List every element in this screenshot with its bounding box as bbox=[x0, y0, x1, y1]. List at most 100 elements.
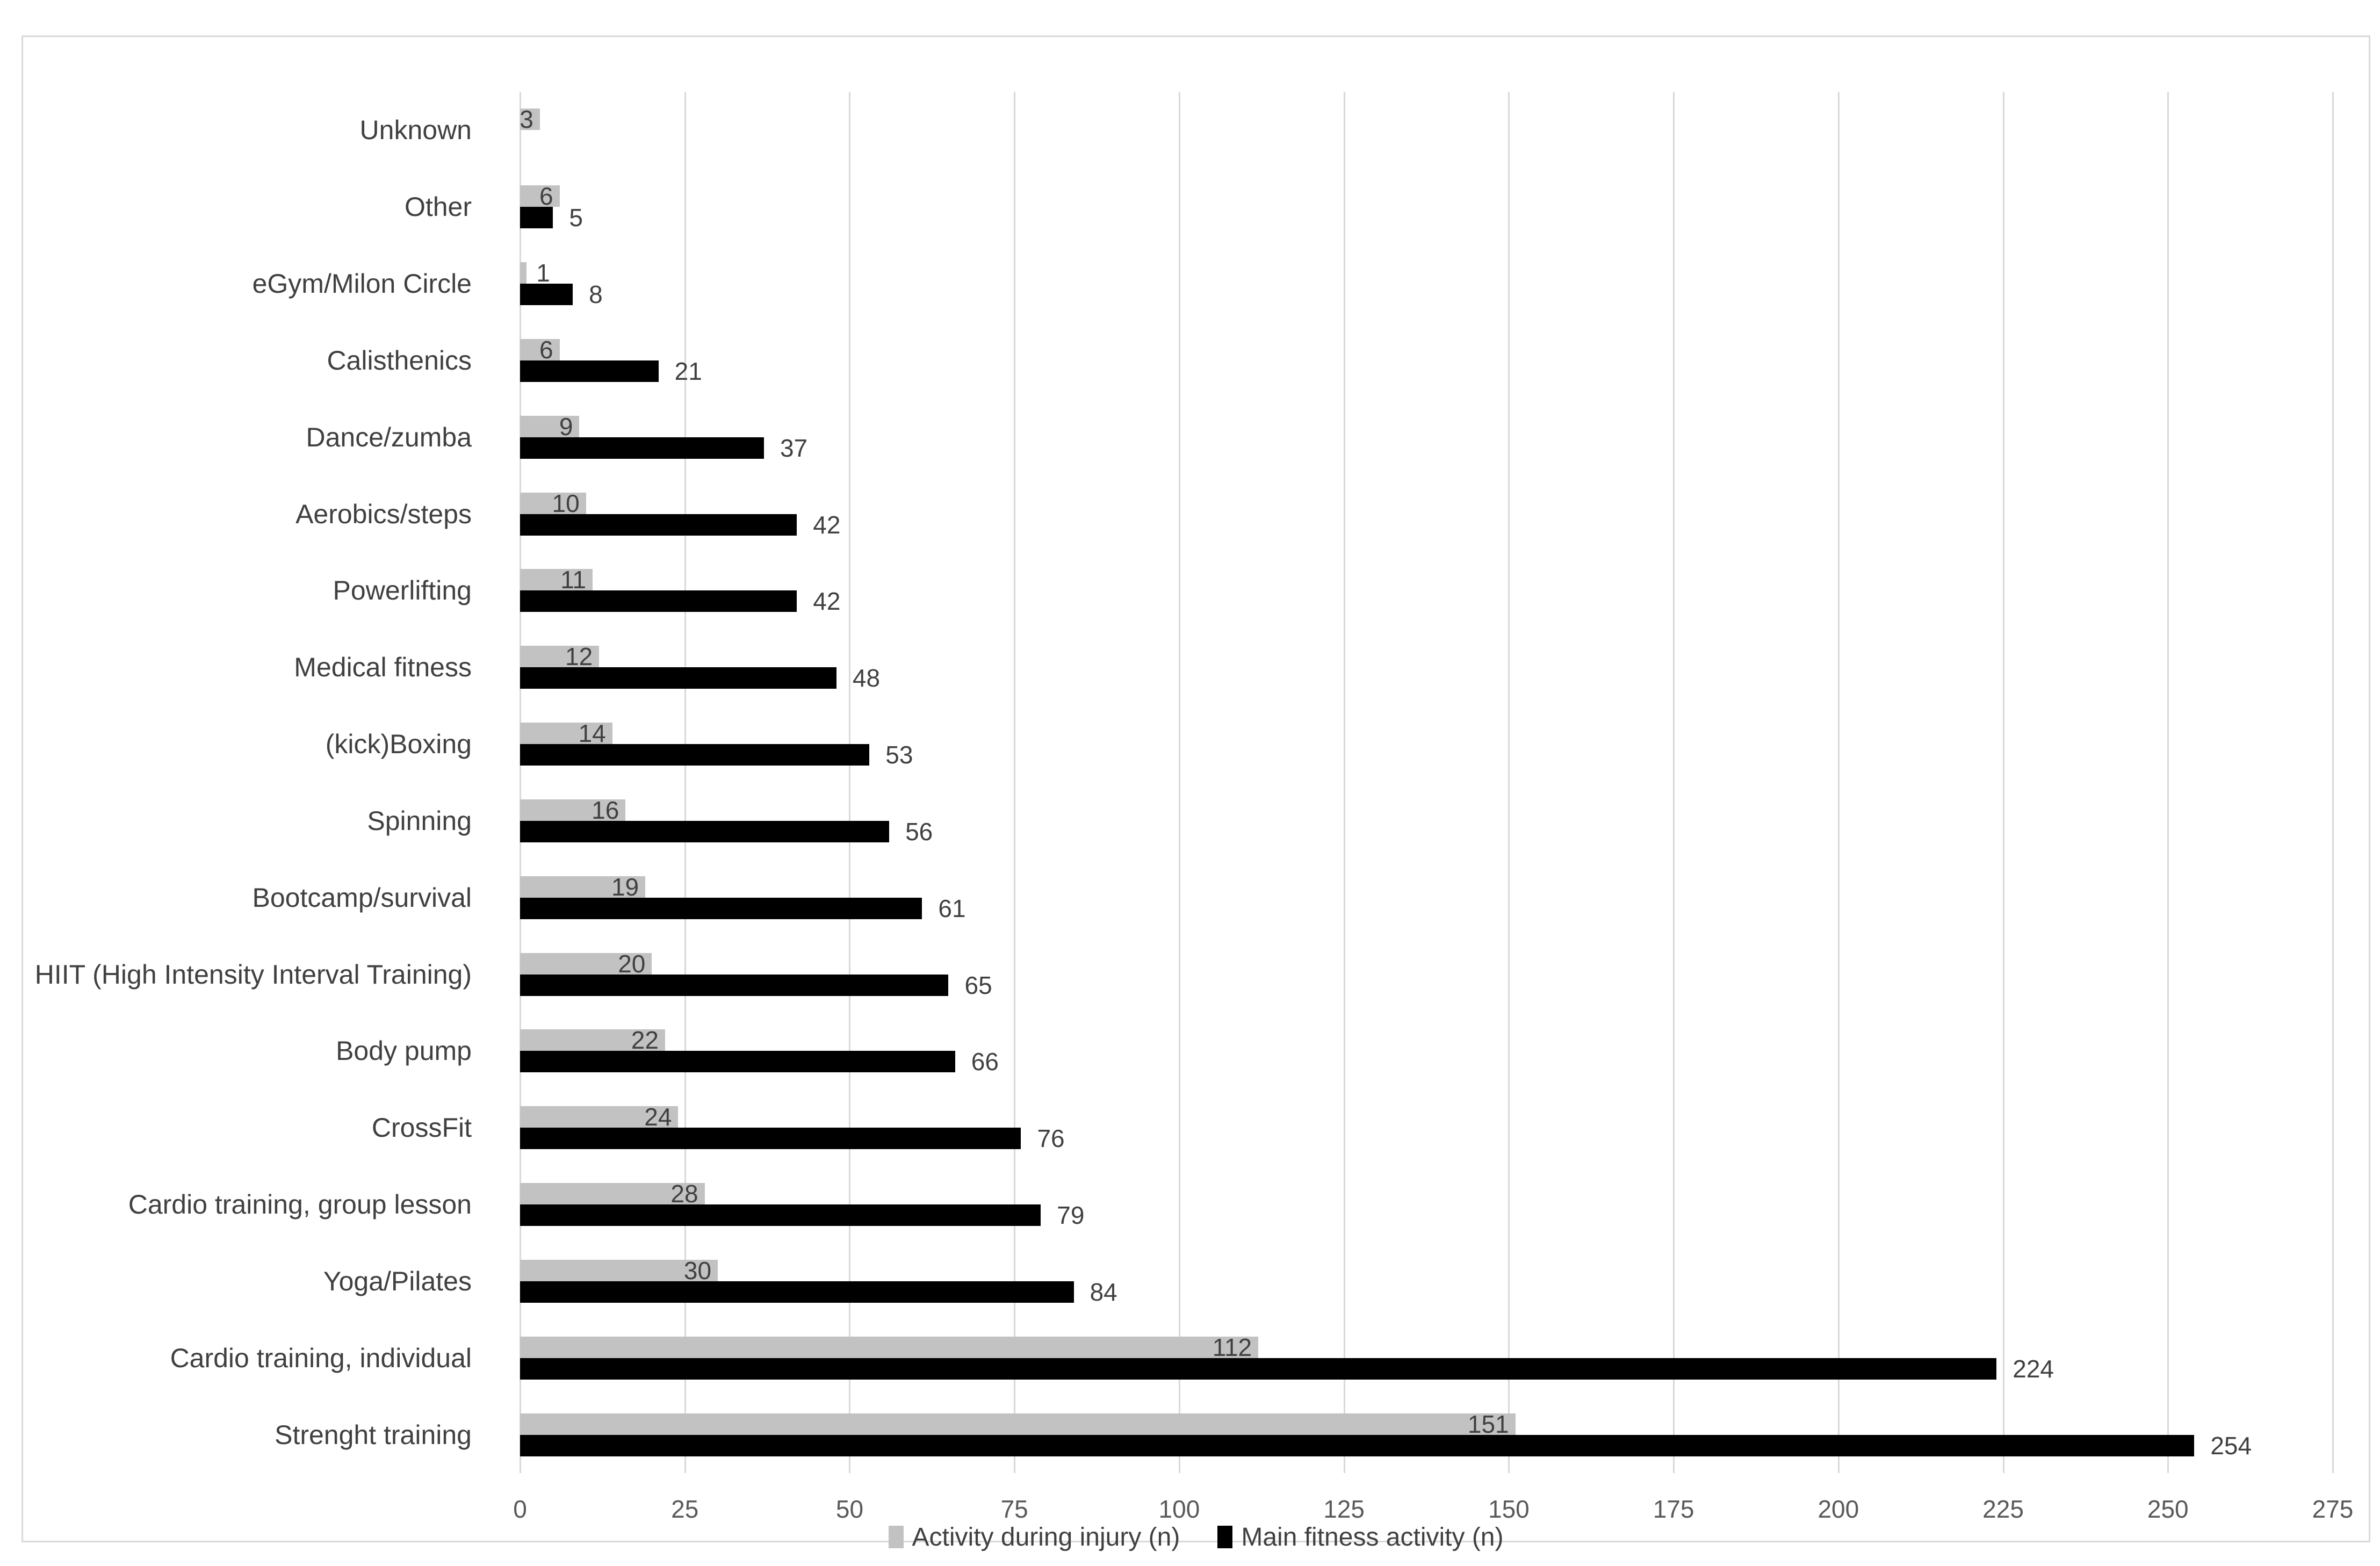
bar-injury bbox=[520, 876, 646, 898]
bar-main bbox=[520, 897, 922, 919]
category-label: Body pump bbox=[336, 1036, 472, 1066]
gridline-100 bbox=[1178, 92, 1180, 1473]
bar-injury bbox=[520, 492, 586, 514]
value-label-injury: 6 bbox=[539, 335, 553, 364]
bar-main bbox=[520, 207, 553, 229]
value-label-injury: 3 bbox=[520, 105, 533, 134]
bar-injury bbox=[520, 262, 527, 284]
bar-injury bbox=[520, 799, 626, 821]
category-label: eGym/Milon Circle bbox=[252, 269, 472, 299]
value-label-injury: 10 bbox=[552, 489, 580, 517]
value-label-main: 8 bbox=[589, 280, 603, 309]
category-label: Powerlifting bbox=[333, 575, 472, 606]
value-label-injury: 16 bbox=[592, 796, 619, 824]
bar-main bbox=[520, 1051, 955, 1073]
bar-main bbox=[520, 1281, 1074, 1303]
value-label-injury: 151 bbox=[1467, 1410, 1509, 1438]
x-tick-75: 75 bbox=[1000, 1495, 1028, 1523]
gridline-200 bbox=[1837, 92, 1840, 1473]
bar-main bbox=[520, 1434, 2195, 1456]
value-label-main: 61 bbox=[938, 894, 966, 922]
value-label-injury: 6 bbox=[539, 182, 553, 211]
gridline-50 bbox=[849, 92, 851, 1473]
gridline-225 bbox=[2002, 92, 2004, 1473]
value-label-injury: 112 bbox=[1212, 1333, 1252, 1361]
bar-main bbox=[520, 514, 797, 536]
value-label-main: 48 bbox=[852, 664, 881, 692]
value-label-injury: 12 bbox=[565, 643, 593, 671]
bar-injury bbox=[520, 569, 593, 591]
value-label-main: 53 bbox=[885, 741, 913, 769]
value-label-main: 65 bbox=[964, 971, 992, 999]
category-label: Dance/zumba bbox=[306, 422, 472, 452]
category-label: HIIT (High Intensity Interval Training) bbox=[34, 959, 472, 990]
bar-injury bbox=[520, 1413, 1516, 1435]
gridline-25 bbox=[684, 92, 686, 1473]
bar-main bbox=[520, 284, 573, 306]
value-label-injury: 30 bbox=[683, 1256, 712, 1284]
category-label: Unknown bbox=[359, 115, 472, 146]
category-label: Medical fitness bbox=[294, 652, 472, 683]
value-label-main: 76 bbox=[1037, 1124, 1065, 1153]
gridline-150 bbox=[1508, 92, 1510, 1473]
value-label-main: 42 bbox=[813, 510, 841, 539]
value-label-injury: 14 bbox=[578, 719, 606, 748]
x-tick-175: 175 bbox=[1653, 1495, 1694, 1523]
x-tick-250: 250 bbox=[2147, 1495, 2189, 1523]
bar-main bbox=[520, 744, 870, 766]
value-label-main: 84 bbox=[1090, 1278, 1117, 1306]
bar-main bbox=[520, 360, 659, 382]
bar-injury bbox=[520, 1029, 665, 1051]
gridline-0 bbox=[520, 92, 521, 1473]
value-label-main: 5 bbox=[569, 204, 583, 232]
value-label-main: 21 bbox=[674, 357, 702, 385]
legend-label-injury: Activity during injury (n) bbox=[912, 1522, 1180, 1551]
category-label: Spinning bbox=[367, 805, 472, 836]
value-label-main: 42 bbox=[813, 587, 841, 616]
value-label-injury: 28 bbox=[670, 1180, 698, 1208]
bar-main bbox=[520, 437, 764, 459]
legend-swatch-gray bbox=[888, 1526, 904, 1548]
x-tick-100: 100 bbox=[1158, 1495, 1200, 1523]
bar-injury bbox=[520, 185, 560, 207]
bar-main bbox=[520, 590, 797, 612]
bar-injury bbox=[520, 723, 612, 745]
value-label-main: 254 bbox=[2210, 1431, 2252, 1460]
value-label-main: 56 bbox=[905, 817, 933, 846]
value-label-injury: 19 bbox=[611, 872, 639, 901]
value-label-injury: 11 bbox=[560, 566, 586, 594]
gridline-175 bbox=[1673, 92, 1675, 1473]
plot-area: 3 6 5 1 8 6 21 9 37 10 42 11 42 12 48 14 53 16 56 19 61 20 65 2… bbox=[520, 92, 2334, 1473]
value-label-injury: 1 bbox=[536, 259, 550, 287]
legend-swatch-black bbox=[1217, 1526, 1233, 1548]
x-tick-200: 200 bbox=[1818, 1495, 1859, 1523]
category-label: Cardio training, group lesson bbox=[128, 1189, 472, 1220]
value-label-injury: 22 bbox=[631, 1026, 659, 1055]
x-tick-0: 0 bbox=[513, 1495, 527, 1523]
gridline-125 bbox=[1343, 92, 1345, 1473]
category-label: Yoga/Pilates bbox=[323, 1266, 472, 1296]
bar-injury bbox=[520, 415, 580, 437]
value-label-injury: 9 bbox=[559, 412, 573, 441]
category-label: Strenght training bbox=[275, 1419, 472, 1450]
category-label: CrossFit bbox=[371, 1113, 472, 1143]
legend-label-main: Main fitness activity (n) bbox=[1241, 1522, 1504, 1551]
bar-main bbox=[520, 1204, 1041, 1226]
category-label: Aerobics/steps bbox=[295, 499, 472, 529]
category-label: Other bbox=[404, 192, 472, 222]
bar-injury bbox=[520, 338, 560, 360]
x-tick-50: 50 bbox=[835, 1495, 864, 1523]
legend-entry-main: Main fitness activity (n) bbox=[1217, 1522, 1503, 1552]
bar-main bbox=[520, 820, 890, 842]
x-tick-225: 225 bbox=[1982, 1495, 2024, 1523]
value-label-main: 224 bbox=[2013, 1354, 2054, 1383]
value-label-main: 79 bbox=[1057, 1201, 1085, 1230]
legend-entry-injury: Activity during injury (n) bbox=[888, 1522, 1180, 1552]
category-label: Bootcamp/survival bbox=[252, 882, 472, 913]
gridline-75 bbox=[1014, 92, 1016, 1473]
x-tick-25: 25 bbox=[671, 1495, 699, 1523]
category-label: (kick)Boxing bbox=[325, 729, 472, 760]
bar-injury bbox=[520, 1183, 705, 1205]
chart-frame: Unknown Other eGym/Milon Circle Calisthenic… bbox=[21, 35, 2370, 1551]
